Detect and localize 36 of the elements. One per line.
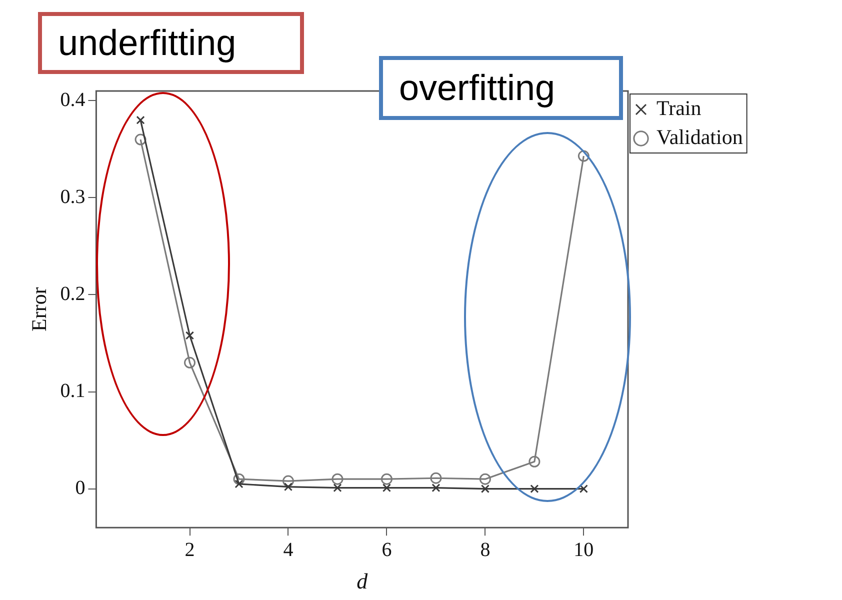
point	[233, 473, 245, 485]
x-tick-label: 10	[574, 538, 594, 561]
point	[380, 473, 392, 485]
y-tick-label: 0.3	[60, 186, 86, 208]
point	[134, 134, 146, 146]
point	[530, 484, 539, 494]
point	[480, 484, 490, 494]
point	[282, 475, 294, 487]
annotation: overfitting	[379, 56, 623, 120]
legend-label: Validation	[656, 125, 744, 150]
y-axis-title: Error	[27, 287, 52, 332]
point	[332, 473, 344, 485]
x-axis-title: d	[356, 568, 369, 594]
point	[578, 150, 590, 162]
point	[528, 456, 540, 468]
y-tick-label: 0.2	[60, 282, 86, 305]
y-tick-label: 0.1	[60, 380, 86, 402]
point	[333, 484, 342, 492]
point	[234, 480, 244, 488]
point	[136, 116, 145, 124]
point	[382, 484, 392, 492]
point	[579, 484, 588, 494]
y-tick-label: 0	[75, 477, 86, 500]
y-tick-label: 0.4	[60, 88, 86, 111]
point	[284, 482, 293, 492]
text: underfitting	[38, 12, 304, 74]
x-tick-label: 8	[480, 538, 490, 561]
x-tick-label: 4	[283, 538, 294, 561]
x-tick-label: 6	[382, 538, 392, 561]
point	[185, 331, 194, 340]
x-tick-label: 2	[184, 538, 195, 561]
legend-label: Train	[656, 96, 702, 120]
point	[479, 473, 491, 485]
point	[184, 356, 196, 368]
point	[430, 472, 442, 484]
point	[432, 484, 440, 492]
